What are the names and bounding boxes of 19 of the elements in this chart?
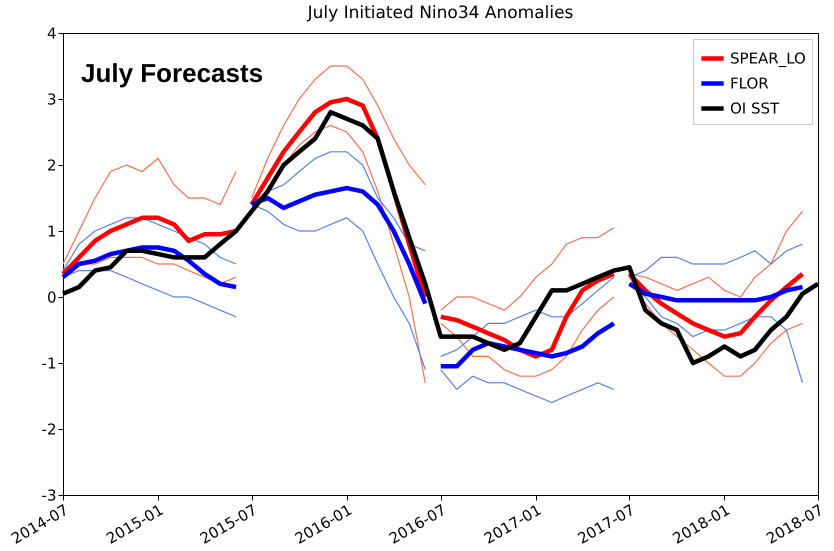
line-series xyxy=(627,282,805,303)
line-series xyxy=(249,186,428,306)
y-tick-label: -3 xyxy=(42,486,56,504)
chart-title: July Initiated Nino34 Anomalies xyxy=(306,3,574,23)
legend-label: OI SST xyxy=(730,100,780,118)
y-tick-label: 0 xyxy=(46,288,56,306)
line-series xyxy=(440,227,614,311)
y-tick-label: 3 xyxy=(46,90,56,108)
y-tick-label: 2 xyxy=(46,156,56,174)
line-series xyxy=(440,296,614,377)
legend-label: FLOR xyxy=(730,74,769,92)
line-series xyxy=(62,158,237,265)
line-series xyxy=(440,369,614,404)
y-tick-label: 1 xyxy=(46,222,56,240)
y-tick-label: 4 xyxy=(46,24,56,42)
annotation: July Forecasts xyxy=(81,58,264,88)
y-tick-label: -1 xyxy=(42,354,56,372)
y-tick-label: -2 xyxy=(42,420,56,438)
legend-label: SPEAR_LO xyxy=(730,50,806,68)
